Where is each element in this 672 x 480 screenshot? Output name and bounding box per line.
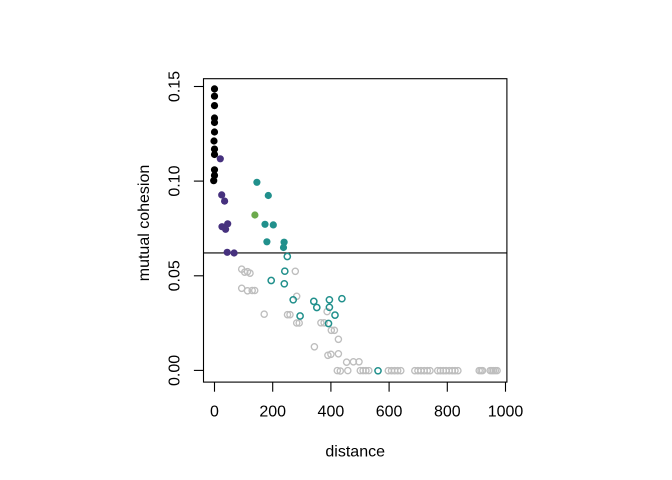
svg-text:0.10: 0.10 <box>166 165 183 196</box>
svg-text:800: 800 <box>434 404 461 421</box>
svg-text:600: 600 <box>376 404 403 421</box>
svg-text:200: 200 <box>259 404 286 421</box>
svg-text:mutual cohesion: mutual cohesion <box>136 165 153 282</box>
svg-text:0.05: 0.05 <box>166 260 183 291</box>
svg-text:distance: distance <box>325 443 385 460</box>
svg-text:0: 0 <box>210 404 219 421</box>
svg-text:0.00: 0.00 <box>166 355 183 386</box>
svg-text:1000: 1000 <box>488 404 524 421</box>
svg-text:400: 400 <box>318 404 345 421</box>
svg-text:0.15: 0.15 <box>166 71 183 102</box>
